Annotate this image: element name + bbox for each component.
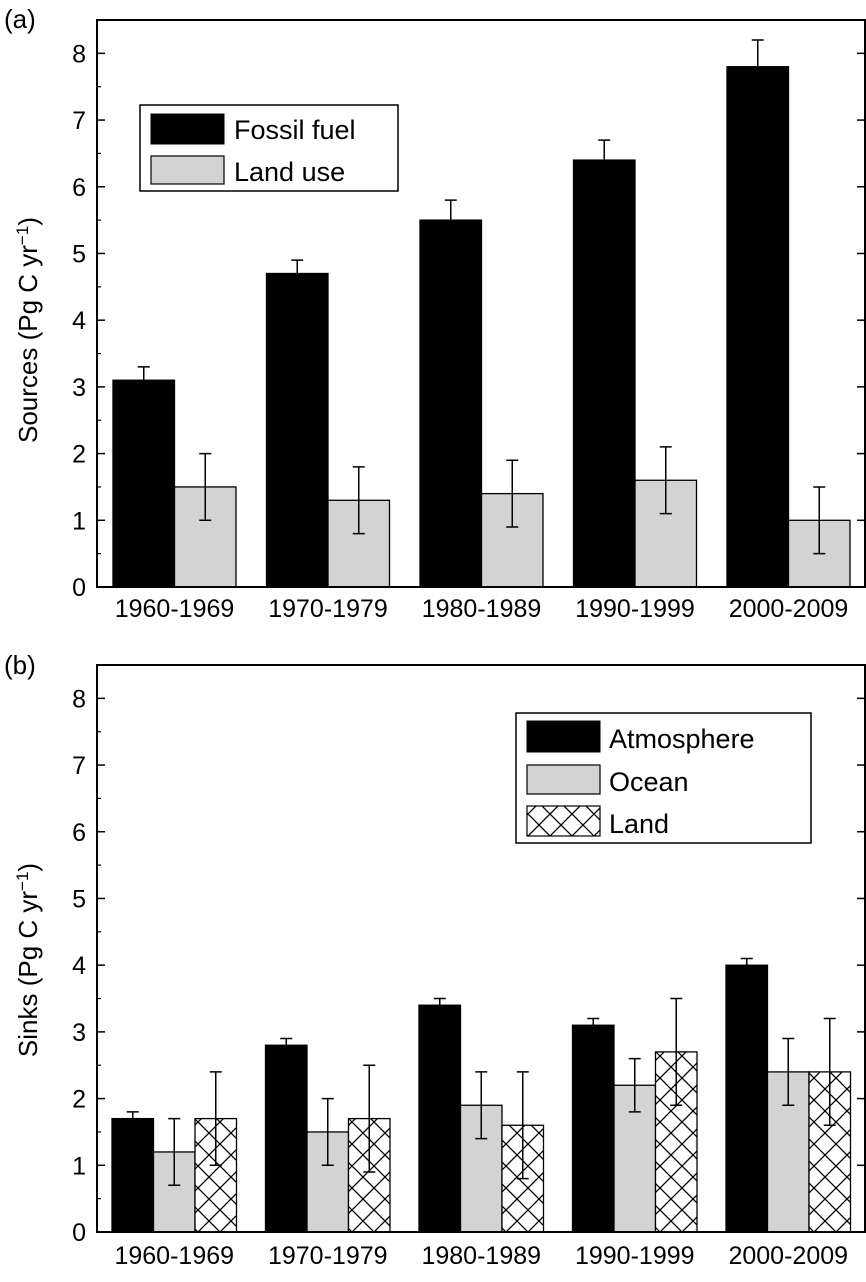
y-tick-label-b-8: 8 bbox=[72, 685, 86, 713]
legend-swatch-land-use bbox=[150, 155, 225, 185]
legend-swatch-atmosphere bbox=[526, 720, 601, 753]
y-tick-label-b-0: 0 bbox=[72, 1219, 86, 1247]
panel-a-sources-chart: (a) Sources (Pg C yr−1) 1960-1969 1970-19… bbox=[4, 4, 866, 623]
error-bar-b-atmosphere-1960-1969 bbox=[126, 1111, 139, 1127]
bar-b-atmosphere-1980-1989 bbox=[418, 1004, 462, 1233]
error-bar-b-ocean-2000-2009 bbox=[782, 1037, 795, 1107]
error-bar-a-land-use-1980-1989 bbox=[506, 459, 519, 528]
error-bar-a-fossil-fuel-1960-1969 bbox=[137, 366, 150, 395]
y-axis-title-a: Sources (Pg C yr−1) bbox=[13, 217, 43, 443]
y-tick-label-b-4: 4 bbox=[72, 952, 86, 980]
error-bar-a-fossil-fuel-1980-1989 bbox=[444, 199, 457, 241]
error-bar-a-land-use-1970-1979 bbox=[352, 466, 365, 535]
error-bar-b-ocean-1960-1969 bbox=[168, 1117, 181, 1187]
y-tick-label-b-1: 1 bbox=[72, 1152, 86, 1180]
legend-swatch-ocean bbox=[526, 764, 601, 795]
error-bar-b-land-1960-1969 bbox=[209, 1071, 222, 1167]
bar-a-fossil-fuel-1990-1999 bbox=[572, 159, 636, 588]
x-tick-label-b-2000-2009: 2000-2009 bbox=[728, 1242, 848, 1270]
x-tick-label-a-1990-1999: 1990-1999 bbox=[575, 595, 695, 623]
y-axis-title-a-sup: −1 bbox=[13, 226, 32, 245]
error-bar-a-fossil-fuel-1990-1999 bbox=[598, 139, 611, 181]
y-tick-label-a-0: 0 bbox=[72, 574, 86, 602]
bar-b-atmosphere-1960-1969 bbox=[111, 1117, 155, 1233]
legend-label-atmosphere: Atmosphere bbox=[609, 724, 755, 754]
plot-area-a: 1960-1969 1970-1979 1980-1989 1990-1999 2000… bbox=[72, 19, 866, 623]
error-bar-a-land-use-1990-1999 bbox=[659, 446, 672, 515]
error-bar-b-ocean-1980-1989 bbox=[475, 1071, 488, 1140]
legend-label-fossil-fuel: Fossil fuel bbox=[234, 115, 356, 145]
bar-b-atmosphere-1990-1999 bbox=[571, 1024, 615, 1233]
y-tick-label-a-3: 3 bbox=[72, 374, 86, 402]
y-tick-label-b-3: 3 bbox=[72, 1019, 86, 1047]
y-tick-label-b-5: 5 bbox=[72, 885, 86, 913]
error-bar-a-land-use-2000-2009 bbox=[813, 486, 826, 555]
y-tick-label-a-4: 4 bbox=[72, 307, 86, 335]
y-axis-title-a-text: Sources (Pg C yr bbox=[13, 245, 43, 443]
y-tick-label-a-6: 6 bbox=[72, 174, 86, 202]
y-tick-label-a-7: 7 bbox=[72, 107, 86, 135]
y-tick-label-a-5: 5 bbox=[72, 240, 86, 268]
error-bar-b-atmosphere-1970-1979 bbox=[280, 1037, 293, 1053]
error-bar-b-ocean-1970-1979 bbox=[321, 1097, 334, 1167]
panel-label-a: (a) bbox=[4, 4, 36, 34]
y-tick-label-b-2: 2 bbox=[72, 1086, 86, 1114]
plot-frame-b bbox=[96, 664, 866, 1233]
y-axis-title-b: Sinks (Pg C yr−1) bbox=[13, 863, 43, 1057]
error-bar-a-land-use-1960-1969 bbox=[199, 452, 212, 522]
error-bar-b-atmosphere-1990-1999 bbox=[587, 1017, 600, 1033]
legend-label-land-use: Land use bbox=[234, 157, 345, 187]
x-tick-label-b-1960-1969: 1960-1969 bbox=[114, 1242, 234, 1270]
x-tick-label-a-2000-2009: 2000-2009 bbox=[729, 595, 849, 623]
y-tick-label-a-8: 8 bbox=[72, 40, 86, 68]
error-bar-b-land-1980-1989 bbox=[516, 1071, 529, 1180]
y-axis-title-b-close: ) bbox=[13, 863, 43, 872]
legend-swatch-fossil-fuel bbox=[150, 113, 225, 145]
panel-b-sinks-chart: (b) Sinks (Pg C yr−1) 1960-1969 1970-1979… bbox=[4, 650, 866, 1270]
plot-area-b: 1960-1969 1970-1979 1980-1989 1990-1999 2000… bbox=[72, 664, 866, 1270]
plot-frame-a bbox=[96, 19, 866, 588]
legend-swatch-land bbox=[526, 805, 601, 837]
x-tick-label-b-1980-1989: 1980-1989 bbox=[421, 1242, 541, 1270]
y-axis-title-b-sup: −1 bbox=[13, 872, 32, 891]
bar-b-atmosphere-1970-1979 bbox=[264, 1044, 308, 1233]
bar-a-fossil-fuel-1980-1989 bbox=[419, 219, 483, 588]
error-bar-b-atmosphere-1980-1989 bbox=[433, 997, 446, 1013]
legend-a: Fossil fuel Land use bbox=[139, 104, 399, 192]
legend-label-land: Land bbox=[609, 809, 669, 839]
y-axis-title-a-close: ) bbox=[13, 217, 43, 226]
y-axis-title-b-text: Sinks (Pg C yr bbox=[13, 891, 43, 1057]
error-bar-a-fossil-fuel-2000-2009 bbox=[751, 39, 764, 95]
x-tick-label-a-1960-1969: 1960-1969 bbox=[115, 595, 235, 623]
bar-b-atmosphere-2000-2009 bbox=[725, 964, 769, 1233]
bar-a-fossil-fuel-1970-1979 bbox=[265, 272, 329, 588]
x-tick-label-b-1990-1999: 1990-1999 bbox=[575, 1242, 695, 1270]
legend-b: Atmosphere Ocean Land bbox=[515, 712, 812, 844]
error-bar-b-land-1970-1979 bbox=[363, 1064, 376, 1173]
legend-label-ocean: Ocean bbox=[609, 767, 689, 797]
x-tick-label-a-1970-1979: 1970-1979 bbox=[268, 595, 388, 623]
y-tick-label-a-1: 1 bbox=[72, 507, 86, 535]
x-tick-label-a-1980-1989: 1980-1989 bbox=[422, 595, 542, 623]
error-bar-a-fossil-fuel-1970-1979 bbox=[291, 259, 304, 288]
panel-label-b: (b) bbox=[4, 650, 36, 680]
y-tick-label-b-7: 7 bbox=[72, 752, 86, 780]
error-bar-b-atmosphere-2000-2009 bbox=[740, 957, 753, 973]
x-tick-label-b-1970-1979: 1970-1979 bbox=[268, 1242, 388, 1270]
bar-a-fossil-fuel-1960-1969 bbox=[112, 379, 176, 588]
error-bar-b-ocean-1990-1999 bbox=[628, 1057, 641, 1113]
y-tick-label-a-2: 2 bbox=[72, 441, 86, 469]
bar-a-fossil-fuel-2000-2009 bbox=[726, 66, 790, 588]
y-tick-label-b-6: 6 bbox=[72, 819, 86, 847]
error-bar-b-land-2000-2009 bbox=[823, 1017, 836, 1127]
error-bar-b-land-1990-1999 bbox=[670, 997, 683, 1107]
